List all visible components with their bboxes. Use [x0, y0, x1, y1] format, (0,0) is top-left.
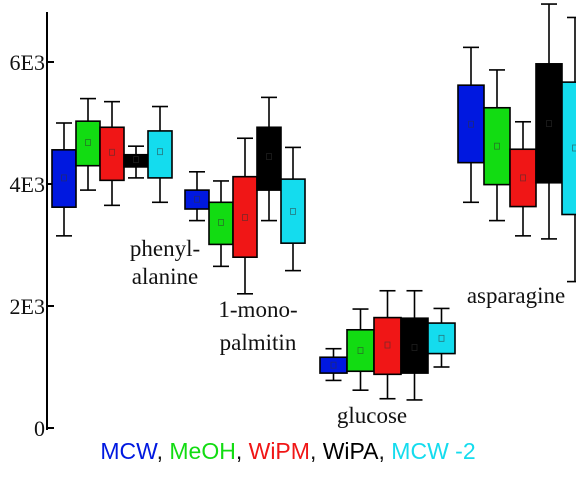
box-body: [280, 178, 306, 244]
median-marker: [330, 361, 337, 369]
legend: MCW, MeOH, WiPM, WiPA, MCW -2: [0, 438, 576, 465]
box-meoh: [483, 69, 511, 222]
box-body: [51, 149, 77, 208]
box-mcw-2: [561, 16, 576, 283]
group-label: glucose: [337, 403, 407, 428]
group-label: asparagine: [467, 283, 565, 308]
legend-separator: ,: [378, 438, 392, 464]
median-marker: [520, 174, 526, 182]
legend-item: WiPM: [248, 438, 310, 464]
group-label: phenyl-: [130, 236, 200, 261]
median-marker: [266, 153, 272, 160]
median-marker: [290, 208, 296, 215]
box-wipa: [400, 289, 429, 401]
legend-separator: ,: [309, 438, 323, 464]
box-body: [427, 322, 456, 355]
median-marker: [157, 148, 163, 156]
median-marker: [61, 174, 67, 182]
box-body: [373, 316, 402, 376]
box-mcw: [457, 46, 485, 204]
median-marker: [572, 144, 576, 152]
legend-item: MCW -2: [391, 438, 476, 464]
box-body: [208, 201, 234, 246]
y-axis-ticks: 0 2E3 4E3 6E3: [10, 50, 54, 441]
box-body: [75, 120, 101, 167]
box-meoh: [346, 308, 375, 391]
group-label: 1-mono-: [218, 297, 297, 322]
median-marker: [411, 344, 418, 351]
box-body: [256, 126, 282, 191]
median-marker: [194, 195, 200, 203]
box-wipa: [123, 145, 149, 179]
median-marker: [384, 341, 391, 349]
box-meoh: [208, 180, 234, 268]
box-body: [457, 84, 485, 164]
box-body: [561, 81, 576, 216]
box-body: [400, 317, 429, 374]
group-label: alanine: [132, 264, 198, 289]
median-marker: [546, 120, 552, 128]
y-tick-label: 2E3: [10, 294, 45, 319]
box-wipm: [99, 100, 125, 207]
box-mcw: [184, 171, 210, 222]
median-marker: [109, 148, 115, 156]
box-body: [483, 106, 511, 186]
median-marker: [218, 219, 224, 226]
box-wipm: [509, 120, 537, 237]
group-labels: phenyl-alanine 1-mono-palmitin glucose aspa…: [130, 236, 565, 428]
box-body: [319, 356, 348, 374]
legend-separator: ,: [235, 438, 249, 464]
median-marker: [438, 334, 445, 342]
median-marker: [85, 139, 91, 146]
box-body: [99, 126, 125, 182]
median-marker: [468, 120, 474, 128]
box-series: [51, 3, 576, 401]
y-tick-label: 6E3: [10, 50, 45, 75]
box-mcw-2: [147, 105, 173, 204]
legend-item: MeOH: [169, 438, 236, 464]
box-mcw: [51, 122, 77, 237]
box-mcw-2: [280, 146, 306, 272]
box-wipa: [256, 96, 282, 222]
y-tick-label: 0: [34, 416, 45, 441]
median-marker: [494, 142, 500, 150]
legend-separator: ,: [156, 438, 170, 464]
box-wipa: [535, 3, 563, 240]
box-mcw-2: [427, 307, 456, 368]
legend-item: WiPA: [322, 438, 379, 464]
box-body: [232, 175, 258, 258]
box-mcw: [319, 347, 348, 382]
box-body: [535, 63, 563, 184]
median-marker: [133, 156, 139, 164]
legend-item: MCW: [100, 438, 157, 464]
box-meoh: [75, 97, 101, 191]
box-body: [509, 148, 537, 208]
box-wipm: [373, 289, 402, 400]
median-marker: [242, 214, 248, 221]
median-marker: [357, 347, 364, 354]
box-body: [184, 189, 210, 210]
group-label: palmitin: [220, 330, 297, 355]
box-wipm: [232, 137, 258, 295]
y-tick-label: 4E3: [10, 172, 45, 197]
box-body: [346, 328, 375, 373]
